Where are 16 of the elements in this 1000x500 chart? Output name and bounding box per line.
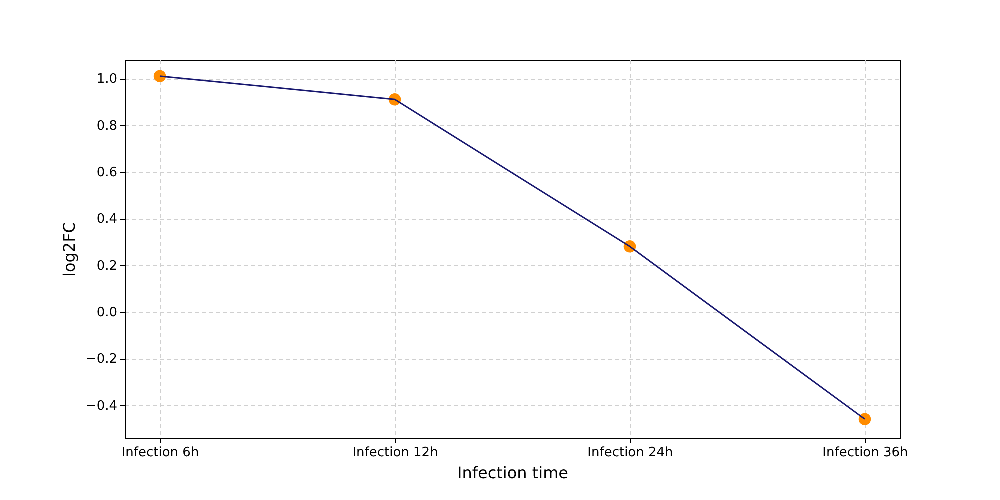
y-tick-label: 0.0 xyxy=(96,306,118,320)
y-axis-title: log2FC xyxy=(60,222,79,277)
y-tick-label: 1.0 xyxy=(96,72,118,88)
point xyxy=(154,70,166,82)
y-tick-label: 0.6 xyxy=(96,166,118,180)
y-tick-label: 0.2 xyxy=(96,258,118,274)
x-axis-title: Infection time xyxy=(457,464,569,482)
x-tick-label: Infection 6h xyxy=(122,446,200,460)
point xyxy=(858,413,872,426)
y-tick-label: 0.8 xyxy=(96,118,118,134)
y-tick-label: 0.4 xyxy=(96,212,118,228)
y-tick-label: −0.4 xyxy=(86,398,118,414)
x-tick-label: Infection 12h xyxy=(352,446,438,460)
y-tick-label: −0.2 xyxy=(86,352,118,368)
x-tick-label: Infection 36h xyxy=(822,446,908,460)
x-tick-label: Infection 24h xyxy=(588,446,674,460)
